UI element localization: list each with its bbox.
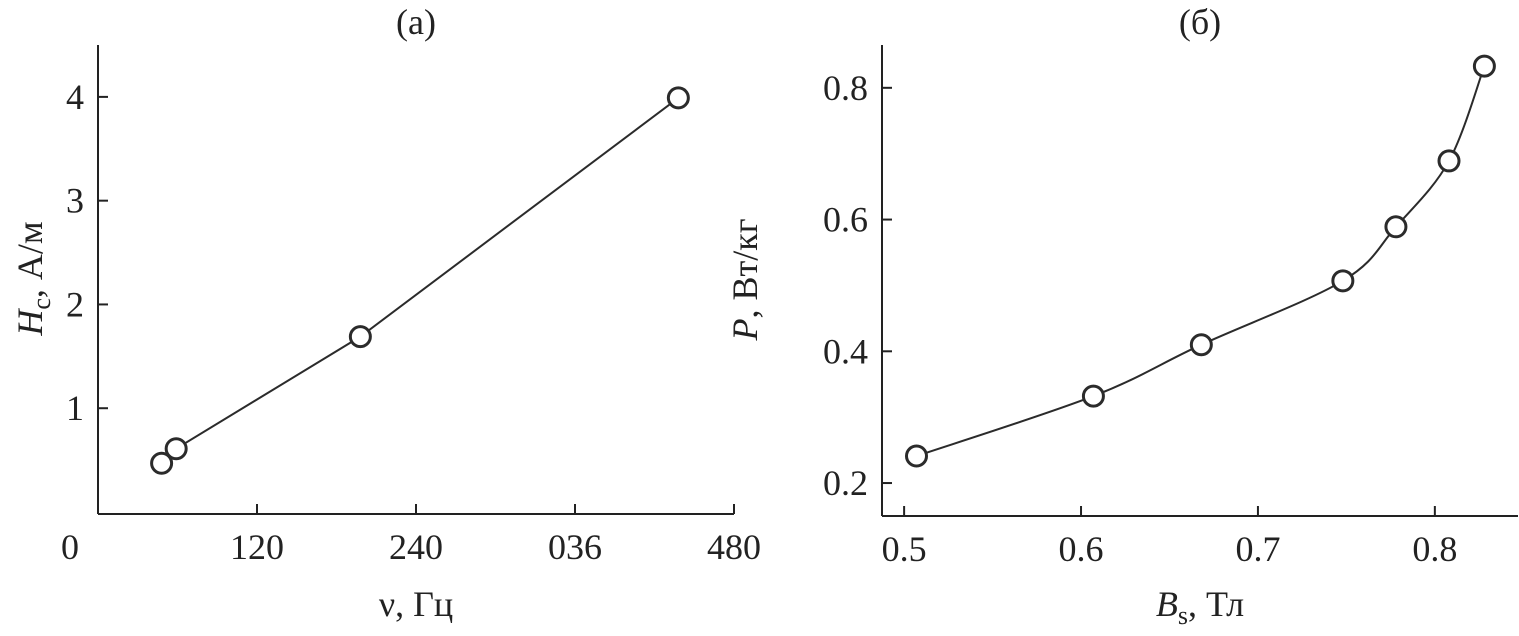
x-axis-label: Bs, Тл — [1156, 584, 1244, 630]
y-tick-label: 0.4 — [823, 331, 868, 371]
data-point — [1472, 54, 1496, 78]
label-symbol: B — [1156, 584, 1178, 624]
data-point — [1437, 149, 1461, 173]
y-tick-label: 3 — [66, 181, 84, 221]
label-subscript: s — [1178, 601, 1188, 630]
label-symbol: H — [10, 308, 50, 337]
data-line — [916, 65, 1486, 457]
label-unit: , А/м — [10, 221, 50, 298]
x-axis-label: ν, Гц — [379, 584, 453, 624]
data-point — [164, 437, 188, 461]
data-line — [160, 97, 679, 464]
chart: (б) 0.5 0.6 0.7 0.8 0.2 0.4 0.6 0.8 Bs, Тл P, Вт/к… — [725, 2, 1518, 630]
data-point — [1081, 384, 1105, 408]
chart-title: (б) — [1179, 2, 1221, 42]
y-tick-label: 0.2 — [823, 463, 868, 503]
label-unit: , Тл — [1188, 584, 1244, 624]
data-point — [666, 86, 690, 110]
data-point — [904, 444, 928, 468]
x-tick-label: 036 — [548, 527, 602, 567]
y-tick-label: 1 — [66, 388, 84, 428]
x-tick-label: 0.6 — [1059, 529, 1104, 569]
x-tick-label: 120 — [230, 527, 284, 567]
chart: (a) 0 120 240 036 480 1 2 3 4 ν, Гц Hc, А/м — [10, 2, 761, 624]
data-point — [1189, 333, 1213, 357]
y-axis-label: P, Вт/кг — [725, 218, 765, 341]
data-point — [150, 451, 174, 475]
y-tick-label: 0.6 — [823, 200, 868, 240]
label-symbol: P — [725, 319, 765, 342]
y-tick-label: 2 — [66, 284, 84, 324]
y-tick-label: 4 — [66, 77, 84, 117]
data-point — [1384, 215, 1408, 239]
x-tick-label: 0.8 — [1412, 529, 1457, 569]
chart-title: (a) — [396, 2, 436, 42]
x-tick-label: 0 — [61, 527, 79, 567]
label-unit: , Вт/кг — [725, 218, 765, 318]
x-tick-label: 0.5 — [882, 529, 927, 569]
x-tick-label: 480 — [707, 527, 761, 567]
y-tick-label: 0.8 — [823, 68, 868, 108]
label-subscript: c — [27, 298, 56, 310]
data-point — [348, 325, 372, 349]
data-point — [1331, 269, 1355, 293]
y-axis-label: Hc, А/м — [10, 221, 56, 336]
x-tick-label: 240 — [389, 527, 443, 567]
x-tick-label: 0.7 — [1235, 529, 1280, 569]
